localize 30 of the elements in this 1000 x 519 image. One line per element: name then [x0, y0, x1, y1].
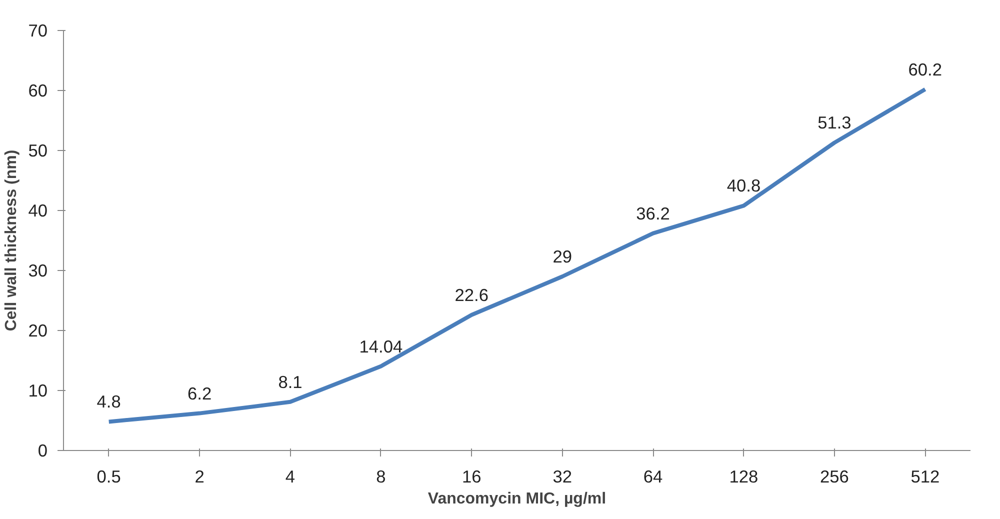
y-axis-title: Cell wall thickness (nm) [3, 150, 20, 332]
data-label: 6.2 [188, 383, 212, 404]
y-tick-label: 30 [28, 260, 48, 280]
data-label: 14.04 [359, 336, 403, 356]
y-tick-label: 0 [38, 440, 48, 460]
x-tick-label: 0.5 [96, 466, 121, 486]
x-tick-label: 256 [820, 466, 849, 486]
data-label: 40.8 [726, 176, 761, 196]
data-label: 60.2 [908, 59, 942, 80]
x-tick-label: 8 [376, 466, 386, 486]
x-axis-title: Vancomycin MIC, µg/ml [428, 490, 606, 508]
y-tick-label: 50 [28, 140, 48, 160]
x-tick-label: 4 [285, 466, 296, 486]
data-label: 4.8 [96, 392, 121, 412]
data-label: 8.1 [278, 372, 302, 392]
y-tick-label: 60 [28, 80, 48, 100]
x-tick-label: 512 [910, 466, 940, 486]
y-tick-label: 40 [28, 200, 48, 220]
x-tick-label: 32 [552, 466, 572, 486]
data-label: 36.2 [636, 203, 670, 224]
x-tick-label: 2 [194, 466, 204, 486]
x-tick-label: 128 [729, 466, 758, 486]
data-label: 51.3 [818, 112, 852, 133]
y-tick-label: 70 [28, 20, 48, 40]
data-label: 22.6 [454, 284, 489, 305]
y-tick-label: 20 [28, 320, 48, 340]
x-tick-label: 16 [462, 466, 482, 486]
y-tick-label: 10 [28, 380, 48, 400]
x-tick-label: 64 [643, 466, 664, 486]
data-label: 29 [552, 246, 572, 266]
